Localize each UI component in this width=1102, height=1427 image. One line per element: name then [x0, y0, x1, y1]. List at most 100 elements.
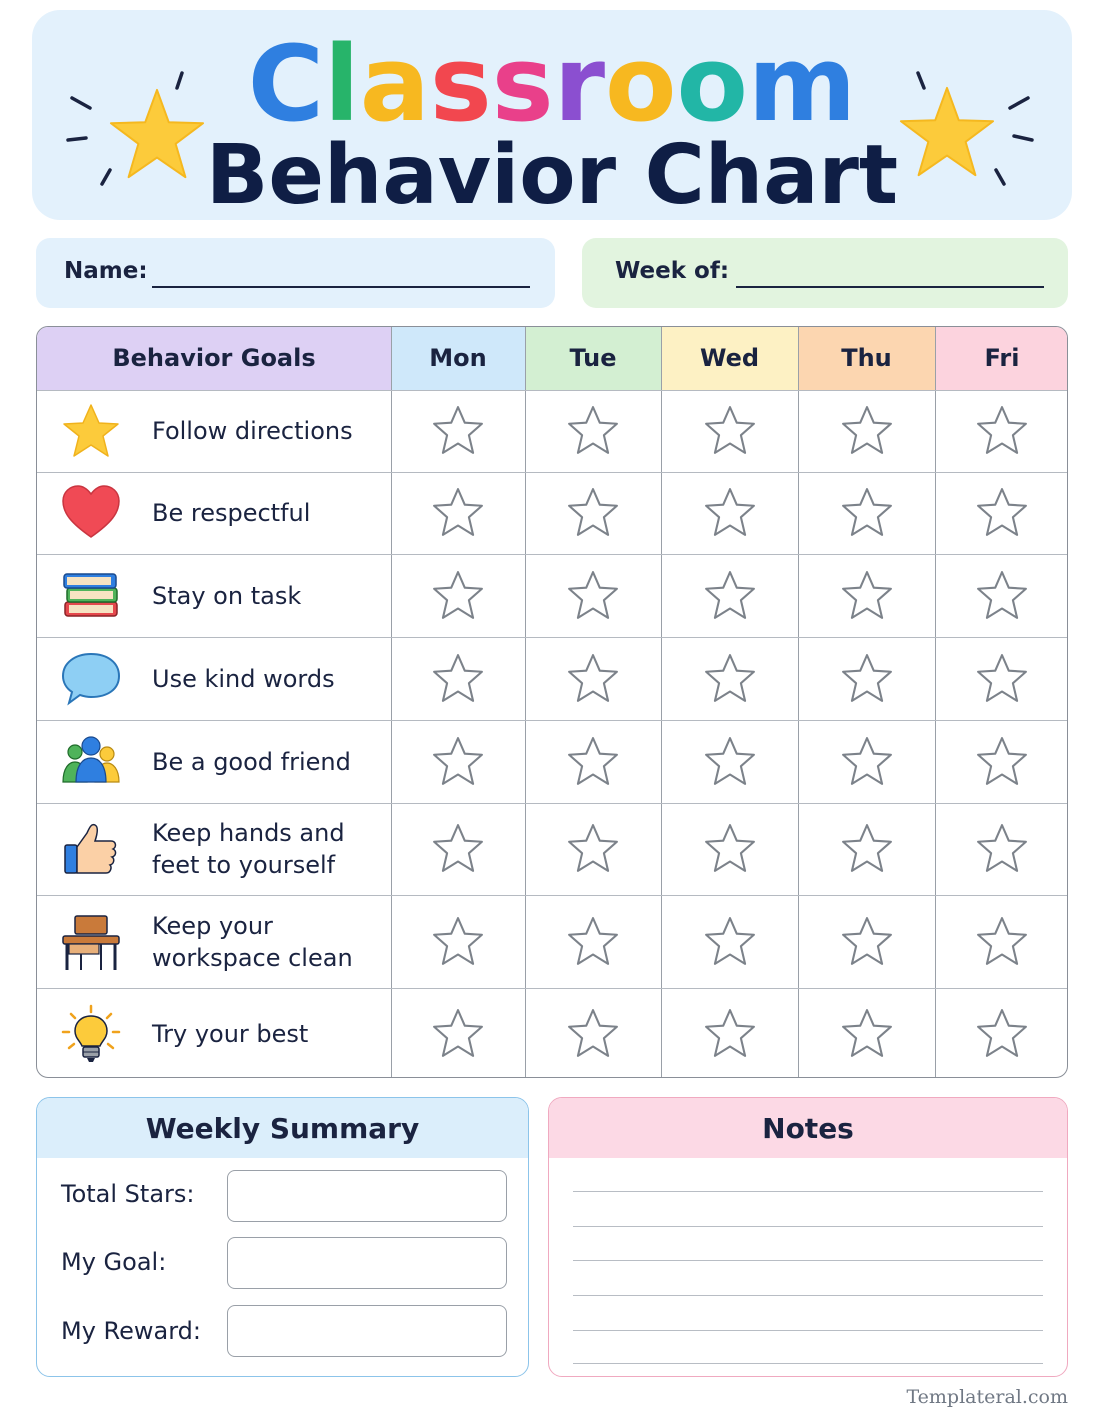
my-goal-input[interactable] — [227, 1237, 507, 1289]
title-letter: s — [491, 23, 554, 145]
rating-star-wed[interactable] — [704, 569, 756, 621]
rating-star-thu[interactable] — [841, 1007, 893, 1059]
rating-star-fri[interactable] — [976, 735, 1028, 787]
notes-panel: Notes — [548, 1097, 1068, 1377]
rating-star-wed[interactable] — [704, 404, 756, 456]
note-line[interactable] — [573, 1295, 1043, 1296]
rating-star-thu[interactable] — [841, 735, 893, 787]
left-star-icon — [109, 88, 205, 179]
rating-star-tue[interactable] — [567, 404, 619, 456]
goal-label-line: feet to yourself — [152, 851, 336, 879]
goal-label-line: Keep hands and — [152, 819, 345, 847]
rating-star-fri[interactable] — [976, 486, 1028, 538]
rating-star-thu[interactable] — [841, 915, 893, 967]
rating-star-mon[interactable] — [432, 735, 484, 787]
rating-star-mon[interactable] — [432, 404, 484, 456]
column-divider — [661, 327, 662, 1077]
rating-star-wed[interactable] — [704, 822, 756, 874]
rating-star-mon[interactable] — [432, 486, 484, 538]
goals-header: Behavior Goals — [37, 327, 391, 390]
goal-label: Keep hands and feet to yourself — [152, 817, 345, 881]
rating-star-tue[interactable] — [567, 652, 619, 704]
rating-star-tue[interactable] — [567, 569, 619, 621]
title-letter: r — [553, 23, 605, 145]
goal-label: Stay on task — [152, 580, 301, 612]
goal-label: Be respectful — [152, 497, 310, 529]
row-divider — [37, 390, 1067, 391]
goal-label: Try your best — [152, 1018, 308, 1050]
rating-star-fri[interactable] — [976, 652, 1028, 704]
rating-star-fri[interactable] — [976, 404, 1028, 456]
rating-star-wed[interactable] — [704, 652, 756, 704]
row-divider — [37, 554, 1067, 555]
goal-label-line: Be respectful — [152, 499, 311, 527]
books-icon — [63, 572, 118, 617]
goal-label: Be a good friend — [152, 746, 351, 778]
rating-star-thu[interactable] — [841, 486, 893, 538]
rating-star-thu[interactable] — [841, 569, 893, 621]
day-header-thu: Thu — [798, 327, 935, 390]
note-line[interactable] — [573, 1363, 1043, 1364]
goal-label: Keep your workspace clean — [152, 910, 353, 974]
rating-star-fri[interactable] — [976, 822, 1028, 874]
rating-star-wed[interactable] — [704, 1007, 756, 1059]
rating-star-tue[interactable] — [567, 1007, 619, 1059]
title-banner: Classroom Behavior Chart — [32, 10, 1072, 223]
title-letter: m — [747, 23, 857, 145]
week-write-line[interactable] — [736, 286, 1044, 288]
rating-star-fri[interactable] — [976, 1007, 1028, 1059]
note-line[interactable] — [573, 1191, 1043, 1192]
goal-label-line: Stay on task — [152, 581, 302, 610]
rating-star-mon[interactable] — [432, 652, 484, 704]
column-divider — [798, 327, 799, 1077]
note-line[interactable] — [573, 1330, 1043, 1331]
my-reward-input[interactable] — [227, 1305, 507, 1357]
day-header-tue: Tue — [525, 327, 661, 390]
rating-star-tue[interactable] — [567, 486, 619, 538]
goal-label-line: Keep your — [152, 911, 273, 940]
column-divider — [935, 327, 936, 1077]
rating-star-mon[interactable] — [432, 1007, 484, 1059]
rating-star-mon[interactable] — [432, 822, 484, 874]
row-divider — [37, 637, 1067, 638]
rating-star-wed[interactable] — [704, 915, 756, 967]
footer-credit: Templateral.com — [906, 1386, 1068, 1408]
right-sparkle-icon — [916, 71, 1034, 186]
row-divider — [37, 988, 1067, 989]
lightbulb-icon — [61, 1004, 121, 1062]
column-divider — [391, 327, 392, 1077]
title-letter: o — [676, 23, 748, 145]
page-subtitle: Behavior Chart — [205, 128, 899, 223]
rating-star-thu[interactable] — [841, 652, 893, 704]
note-line[interactable] — [573, 1260, 1043, 1261]
speech-bubble-icon — [61, 652, 121, 705]
rating-star-mon[interactable] — [432, 569, 484, 621]
page-title: Classroom — [32, 22, 1072, 146]
rating-star-thu[interactable] — [841, 822, 893, 874]
row-divider — [37, 803, 1067, 804]
right-star-icon — [899, 86, 995, 177]
goal-label-line: Be a good friend — [152, 747, 351, 776]
note-line[interactable] — [573, 1226, 1043, 1227]
rating-star-wed[interactable] — [704, 486, 756, 538]
row-divider — [37, 472, 1067, 473]
week-field[interactable]: Week of: — [582, 238, 1068, 308]
rating-star-fri[interactable] — [976, 569, 1028, 621]
rating-star-wed[interactable] — [704, 735, 756, 787]
rating-star-tue[interactable] — [567, 822, 619, 874]
row-divider — [37, 895, 1067, 896]
day-header-fri: Fri — [935, 327, 1067, 390]
rating-star-tue[interactable] — [567, 915, 619, 967]
day-header-wed: Wed — [661, 327, 798, 390]
name-write-line[interactable] — [152, 286, 530, 288]
weekly-summary-panel: Weekly Summary Total Stars: My Goal: My … — [36, 1097, 529, 1377]
rating-star-mon[interactable] — [432, 915, 484, 967]
rating-star-tue[interactable] — [567, 735, 619, 787]
title-letter: l — [324, 23, 360, 145]
rating-star-thu[interactable] — [841, 404, 893, 456]
goal-label: Use kind words — [152, 663, 335, 695]
name-label: Name: — [64, 258, 148, 284]
total-stars-input[interactable] — [227, 1170, 507, 1222]
rating-star-fri[interactable] — [976, 915, 1028, 967]
name-field[interactable]: Name: — [36, 238, 555, 308]
